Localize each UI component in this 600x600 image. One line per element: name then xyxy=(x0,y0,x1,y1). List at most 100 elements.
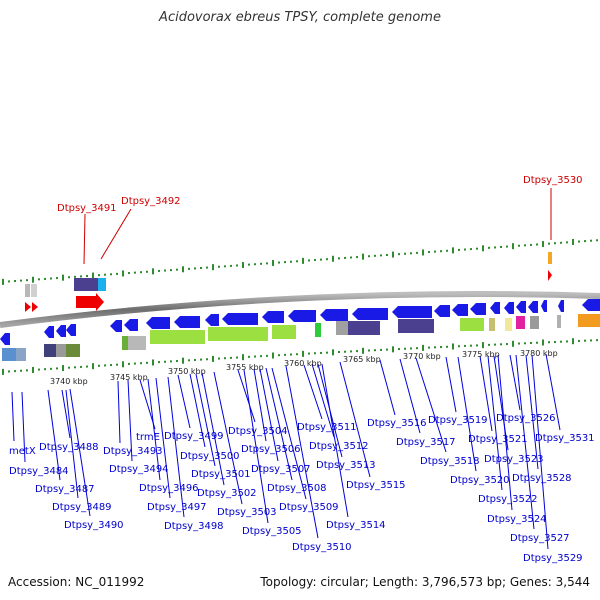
reverse-gene-arrow[interactable] xyxy=(582,299,600,311)
reverse-gene-arrow[interactable] xyxy=(146,317,170,329)
reverse-gene-arrow[interactable] xyxy=(470,303,486,315)
gene-label[interactable]: Dtpsy_3511 xyxy=(297,422,357,433)
forward-gene-arrow[interactable] xyxy=(32,302,38,312)
reverse-gene-arrow[interactable] xyxy=(262,311,284,323)
reverse-gene-arrow[interactable] xyxy=(434,305,450,317)
pseudo-gene[interactable] xyxy=(460,318,484,331)
reverse-gene[interactable] xyxy=(516,316,525,329)
reverse-gene-arrow[interactable] xyxy=(490,302,500,314)
gene-label[interactable]: Dtpsy_3504 xyxy=(228,426,288,437)
gene-label[interactable]: Dtpsy_3507 xyxy=(251,464,311,475)
reverse-gene-arrow[interactable] xyxy=(528,301,538,313)
gene-label[interactable]: Dtpsy_3529 xyxy=(523,553,583,564)
reverse-gene[interactable] xyxy=(489,318,495,331)
reverse-gene-arrow[interactable] xyxy=(222,313,258,325)
reverse-gene-arrow[interactable] xyxy=(541,300,547,312)
forward-gene-dtpsy-3491[interactable] xyxy=(76,293,104,311)
gene-label-dtpsy-3530[interactable]: Dtpsy_3530 xyxy=(523,175,583,186)
gene-label[interactable]: Dtpsy_3513 xyxy=(316,460,376,471)
reverse-gene-arrow[interactable] xyxy=(66,324,76,336)
forward-gene[interactable] xyxy=(25,284,30,297)
gene-label[interactable]: Dtpsy_3500 xyxy=(180,451,240,462)
gene-label[interactable]: Dtpsy_3522 xyxy=(478,494,538,505)
gene-label[interactable]: Dtpsy_3503 xyxy=(217,507,277,518)
reverse-gene-arrow[interactable] xyxy=(110,320,122,332)
gene-label[interactable]: Dtpsy_3505 xyxy=(242,526,302,537)
reverse-gene-arrow[interactable] xyxy=(452,304,468,316)
gene-label[interactable]: Dtpsy_3526 xyxy=(496,413,556,424)
reverse-gene[interactable] xyxy=(578,314,600,327)
gene-label[interactable]: Dtpsy_3494 xyxy=(109,464,169,475)
forward-gene[interactable] xyxy=(31,284,37,297)
reverse-gene[interactable] xyxy=(128,336,146,350)
reverse-gene[interactable] xyxy=(398,319,434,333)
gene-label[interactable]: Dtpsy_3509 xyxy=(279,502,339,513)
reverse-gene[interactable] xyxy=(336,321,348,335)
gene-label[interactable]: Dtpsy_3512 xyxy=(309,441,369,452)
reverse-gene[interactable] xyxy=(530,316,539,329)
reverse-gene-arrow[interactable] xyxy=(320,309,348,321)
gene-label[interactable]: Dtpsy_3501 xyxy=(191,469,251,480)
pseudo-gene[interactable] xyxy=(272,325,296,339)
reverse-gene[interactable] xyxy=(122,336,128,350)
pseudo-gene[interactable] xyxy=(208,327,268,341)
reverse-gene[interactable] xyxy=(44,344,56,357)
gene-label[interactable]: Dtpsy_3499 xyxy=(164,431,224,442)
reverse-gene-arrow[interactable] xyxy=(56,325,66,337)
gene-label[interactable]: Dtpsy_3518 xyxy=(420,456,480,467)
forward-gene[interactable] xyxy=(548,252,552,264)
reverse-gene-arrow[interactable] xyxy=(392,306,432,318)
gene-label[interactable]: Dtpsy_3516 xyxy=(367,418,427,429)
gene-label[interactable]: Dtpsy_3528 xyxy=(512,473,572,484)
gene-label[interactable]: Dtpsy_3514 xyxy=(326,520,386,531)
pseudo-gene[interactable] xyxy=(315,323,321,337)
forward-gene[interactable] xyxy=(74,278,98,291)
pseudo-gene[interactable] xyxy=(150,330,205,344)
gene-label-dtpsy-3492[interactable]: Dtpsy_3492 xyxy=(121,196,181,207)
reverse-gene-arrow[interactable] xyxy=(174,316,200,328)
gene-label[interactable]: Dtpsy_3517 xyxy=(396,437,456,448)
forward-gene-dtpsy-3530[interactable] xyxy=(548,270,552,281)
gene-label[interactable]: Dtpsy_3502 xyxy=(197,488,257,499)
gene-label[interactable]: Dtpsy_3521 xyxy=(468,434,528,445)
reverse-gene-arrow[interactable] xyxy=(352,308,388,320)
gene-label[interactable]: metX xyxy=(9,446,36,457)
reverse-gene[interactable] xyxy=(348,321,380,335)
gene-label[interactable]: trmE xyxy=(136,432,160,443)
reverse-gene[interactable] xyxy=(557,315,561,328)
gene-label[interactable]: Dtpsy_3497 xyxy=(147,502,207,513)
reverse-gene[interactable] xyxy=(16,348,26,361)
forward-gene[interactable] xyxy=(98,278,106,291)
gene-label[interactable]: Dtpsy_3490 xyxy=(64,520,124,531)
forward-gene-arrow[interactable] xyxy=(25,302,31,312)
gene-label[interactable]: Dtpsy_3510 xyxy=(292,542,352,553)
gene-label[interactable]: Dtpsy_3498 xyxy=(164,521,224,532)
gene-label[interactable]: Dtpsy_3487 xyxy=(35,484,95,495)
gene-label[interactable]: Dtpsy_3524 xyxy=(487,514,547,525)
reverse-gene-arrow[interactable] xyxy=(205,314,219,326)
gene-label[interactable]: Dtpsy_3527 xyxy=(510,533,570,544)
gene-label[interactable]: Dtpsy_3515 xyxy=(346,480,406,491)
reverse-gene[interactable] xyxy=(2,348,16,361)
reverse-gene-arrow[interactable] xyxy=(0,333,10,345)
gene-label[interactable]: Dtpsy_3496 xyxy=(139,483,199,494)
reverse-gene-arrow[interactable] xyxy=(288,310,316,322)
gene-label[interactable]: Dtpsy_3506 xyxy=(241,444,301,455)
gene-label-dtpsy-3491[interactable]: Dtpsy_3491 xyxy=(57,203,117,214)
reverse-gene-arrow[interactable] xyxy=(558,300,564,312)
reverse-gene[interactable] xyxy=(66,344,80,357)
reverse-gene-arrow[interactable] xyxy=(516,301,526,313)
reverse-gene-arrow[interactable] xyxy=(124,319,138,331)
gene-label[interactable]: Dtpsy_3519 xyxy=(428,415,488,426)
reverse-gene[interactable] xyxy=(505,318,512,331)
gene-label[interactable]: Dtpsy_3493 xyxy=(103,446,163,457)
gene-label[interactable]: Dtpsy_3484 xyxy=(9,466,69,477)
reverse-gene[interactable] xyxy=(56,344,66,357)
gene-label[interactable]: Dtpsy_3488 xyxy=(39,442,99,453)
gene-label[interactable]: Dtpsy_3520 xyxy=(450,475,510,486)
gene-label[interactable]: Dtpsy_3523 xyxy=(484,454,544,465)
gene-label[interactable]: Dtpsy_3508 xyxy=(267,483,327,494)
gene-label[interactable]: Dtpsy_3531 xyxy=(535,433,595,444)
reverse-gene-arrow[interactable] xyxy=(44,326,54,338)
reverse-gene-arrow[interactable] xyxy=(504,302,514,314)
